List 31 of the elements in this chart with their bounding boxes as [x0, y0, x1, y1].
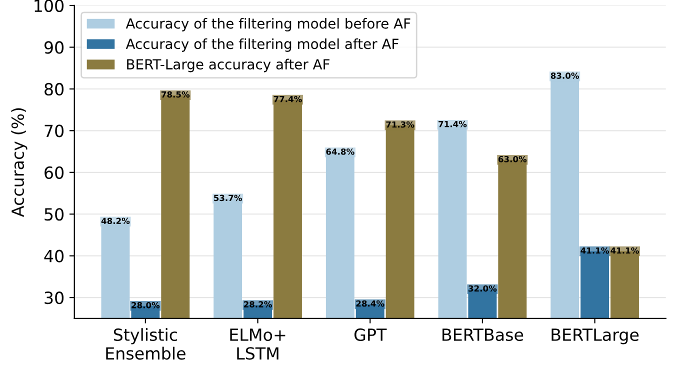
data-label: 32.0% [468, 285, 497, 292]
data-label: 78.5% [161, 91, 190, 98]
data-label: 83.0% [550, 72, 580, 79]
x-tick-label: BERTLarge [552, 328, 639, 344]
data-label: 41.1% [610, 247, 639, 254]
legend-label: BERT-Large accuracy after AF [127, 58, 330, 72]
data-label: 53.7% [214, 194, 242, 202]
data-label: 28.2% [244, 301, 272, 308]
data-label: 41.1% [580, 247, 609, 254]
legend-label: Accuracy of the filtering model after AF [126, 38, 398, 52]
y-tick-label: 50 [44, 208, 64, 221]
x-tick-label: GPT [354, 328, 387, 342]
data-label: 28.4% [356, 300, 384, 307]
y-tick-label: 90 [44, 41, 64, 54]
data-label: 71.4% [438, 120, 467, 128]
data-label: 28.0% [132, 302, 160, 308]
data-label: 71.3% [386, 121, 414, 128]
y-tick-label: 70 [44, 124, 64, 138]
y-tick-label: 80 [44, 82, 64, 96]
data-label: 48.2% [101, 218, 130, 224]
y-tick-label: 60 [44, 166, 64, 179]
y-tick-label: 40 [44, 250, 64, 262]
x-tick-label: ELMo+ LSTM [230, 328, 286, 360]
data-label: 63.0% [498, 156, 527, 162]
x-tick-label: Stylistic Ensemble [106, 328, 186, 360]
legend-label: Accuracy of the filtering model before AF [126, 18, 410, 32]
y-axis-title: Accuracy (%) [11, 108, 28, 217]
data-label: 77.4% [274, 96, 302, 102]
x-tick-label: BERTBase [442, 328, 524, 342]
y-tick-label: 30 [44, 292, 64, 304]
data-label: 64.8% [326, 148, 354, 155]
